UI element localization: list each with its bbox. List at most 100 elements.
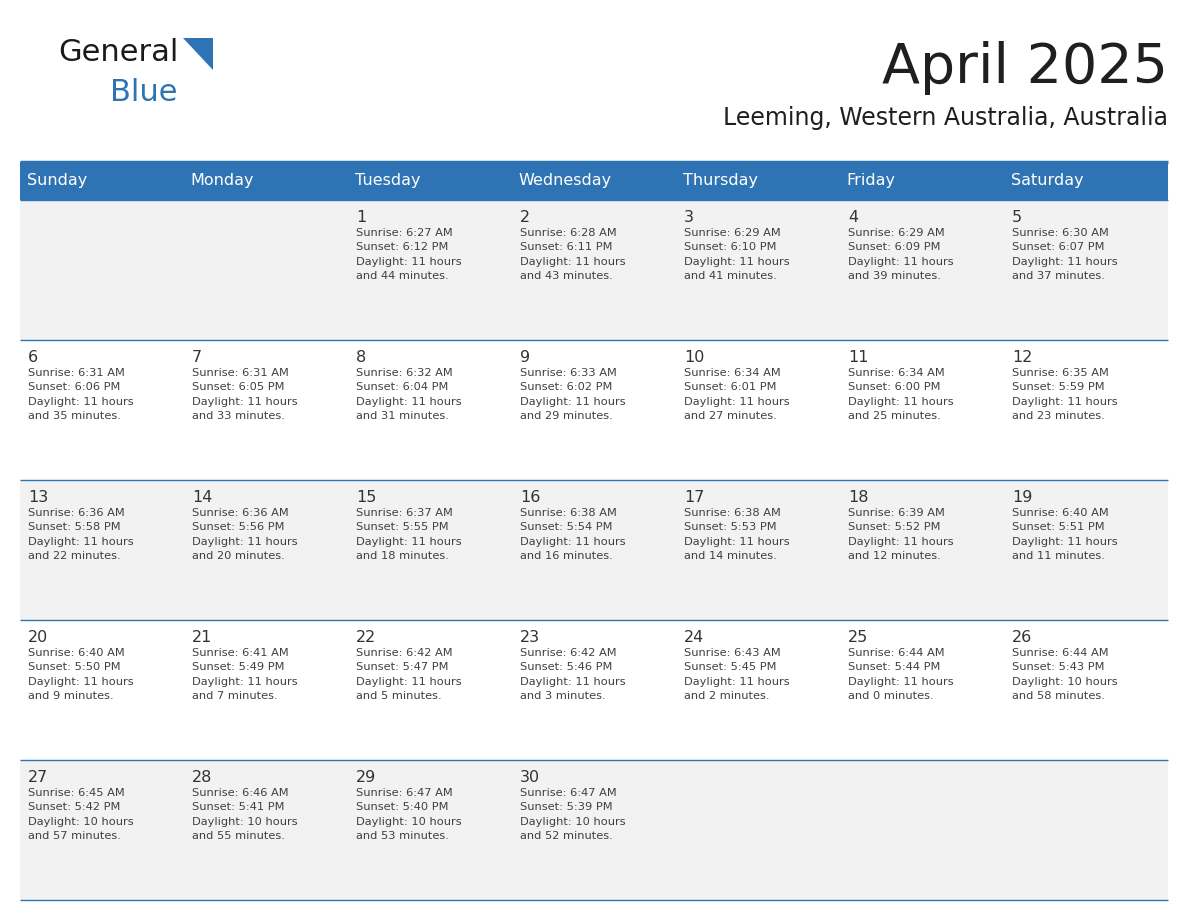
Text: 12: 12 [1012, 350, 1032, 365]
Text: 4: 4 [848, 210, 858, 225]
Text: 1: 1 [356, 210, 366, 225]
Text: 11: 11 [848, 350, 868, 365]
Text: Blue: Blue [110, 78, 177, 107]
Text: Sunrise: 6:34 AM
Sunset: 6:01 PM
Daylight: 11 hours
and 27 minutes.: Sunrise: 6:34 AM Sunset: 6:01 PM Dayligh… [684, 368, 790, 421]
Bar [184, 760, 348, 900]
Bar [20, 620, 184, 760]
Text: 10: 10 [684, 350, 704, 365]
Bar [348, 760, 512, 900]
Polygon shape [183, 38, 213, 70]
Text: Sunrise: 6:39 AM
Sunset: 5:52 PM
Daylight: 11 hours
and 12 minutes.: Sunrise: 6:39 AM Sunset: 5:52 PM Dayligh… [848, 508, 954, 561]
Text: Sunrise: 6:27 AM
Sunset: 6:12 PM
Daylight: 11 hours
and 44 minutes.: Sunrise: 6:27 AM Sunset: 6:12 PM Dayligh… [356, 228, 462, 281]
Bar [840, 200, 1004, 340]
Bar [512, 760, 676, 900]
Text: Sunrise: 6:28 AM
Sunset: 6:11 PM
Daylight: 11 hours
and 43 minutes.: Sunrise: 6:28 AM Sunset: 6:11 PM Dayligh… [520, 228, 626, 281]
Text: 19: 19 [1012, 490, 1032, 505]
Text: 20: 20 [29, 630, 49, 645]
Text: Sunrise: 6:46 AM
Sunset: 5:41 PM
Daylight: 10 hours
and 55 minutes.: Sunrise: 6:46 AM Sunset: 5:41 PM Dayligh… [192, 788, 298, 841]
Bar [512, 340, 676, 480]
Text: Leeming, Western Australia, Australia: Leeming, Western Australia, Australia [723, 106, 1168, 130]
Text: 8: 8 [356, 350, 366, 365]
Bar [676, 200, 840, 340]
Text: Wednesday: Wednesday [518, 174, 612, 188]
Bar [512, 200, 676, 340]
Text: 13: 13 [29, 490, 49, 505]
Bar [20, 162, 184, 200]
Bar [1004, 162, 1168, 200]
Text: Sunrise: 6:44 AM
Sunset: 5:44 PM
Daylight: 11 hours
and 0 minutes.: Sunrise: 6:44 AM Sunset: 5:44 PM Dayligh… [848, 648, 954, 701]
Text: Sunrise: 6:37 AM
Sunset: 5:55 PM
Daylight: 11 hours
and 18 minutes.: Sunrise: 6:37 AM Sunset: 5:55 PM Dayligh… [356, 508, 462, 561]
Text: Sunrise: 6:42 AM
Sunset: 5:46 PM
Daylight: 11 hours
and 3 minutes.: Sunrise: 6:42 AM Sunset: 5:46 PM Dayligh… [520, 648, 626, 701]
Text: 24: 24 [684, 630, 704, 645]
Bar [840, 340, 1004, 480]
Bar [184, 162, 348, 200]
Text: 18: 18 [848, 490, 868, 505]
Text: 15: 15 [356, 490, 377, 505]
Text: Sunrise: 6:43 AM
Sunset: 5:45 PM
Daylight: 11 hours
and 2 minutes.: Sunrise: 6:43 AM Sunset: 5:45 PM Dayligh… [684, 648, 790, 701]
Text: Sunrise: 6:38 AM
Sunset: 5:53 PM
Daylight: 11 hours
and 14 minutes.: Sunrise: 6:38 AM Sunset: 5:53 PM Dayligh… [684, 508, 790, 561]
Text: Sunrise: 6:42 AM
Sunset: 5:47 PM
Daylight: 11 hours
and 5 minutes.: Sunrise: 6:42 AM Sunset: 5:47 PM Dayligh… [356, 648, 462, 701]
Text: Sunrise: 6:29 AM
Sunset: 6:10 PM
Daylight: 11 hours
and 41 minutes.: Sunrise: 6:29 AM Sunset: 6:10 PM Dayligh… [684, 228, 790, 281]
Text: Sunrise: 6:47 AM
Sunset: 5:40 PM
Daylight: 10 hours
and 53 minutes.: Sunrise: 6:47 AM Sunset: 5:40 PM Dayligh… [356, 788, 462, 841]
Bar [676, 760, 840, 900]
Text: 6: 6 [29, 350, 38, 365]
Text: 27: 27 [29, 770, 49, 785]
Bar [512, 620, 676, 760]
Text: Sunrise: 6:44 AM
Sunset: 5:43 PM
Daylight: 10 hours
and 58 minutes.: Sunrise: 6:44 AM Sunset: 5:43 PM Dayligh… [1012, 648, 1118, 701]
Text: 30: 30 [520, 770, 541, 785]
Bar [1004, 200, 1168, 340]
Text: Sunday: Sunday [26, 174, 87, 188]
Text: Sunrise: 6:38 AM
Sunset: 5:54 PM
Daylight: 11 hours
and 16 minutes.: Sunrise: 6:38 AM Sunset: 5:54 PM Dayligh… [520, 508, 626, 561]
Bar [676, 340, 840, 480]
Text: 23: 23 [520, 630, 541, 645]
Text: Sunrise: 6:32 AM
Sunset: 6:04 PM
Daylight: 11 hours
and 31 minutes.: Sunrise: 6:32 AM Sunset: 6:04 PM Dayligh… [356, 368, 462, 421]
Bar [512, 480, 676, 620]
Text: 2: 2 [520, 210, 530, 225]
Text: 3: 3 [684, 210, 694, 225]
Bar [676, 620, 840, 760]
Bar [1004, 760, 1168, 900]
Bar [184, 480, 348, 620]
Text: 28: 28 [192, 770, 213, 785]
Text: April 2025: April 2025 [881, 41, 1168, 95]
Text: 5: 5 [1012, 210, 1022, 225]
Bar [348, 200, 512, 340]
Bar [840, 480, 1004, 620]
Text: General: General [58, 38, 178, 67]
Bar [348, 340, 512, 480]
Text: Sunrise: 6:34 AM
Sunset: 6:00 PM
Daylight: 11 hours
and 25 minutes.: Sunrise: 6:34 AM Sunset: 6:00 PM Dayligh… [848, 368, 954, 421]
Text: 22: 22 [356, 630, 377, 645]
Bar [676, 480, 840, 620]
Text: 29: 29 [356, 770, 377, 785]
Bar [348, 620, 512, 760]
Text: Sunrise: 6:35 AM
Sunset: 5:59 PM
Daylight: 11 hours
and 23 minutes.: Sunrise: 6:35 AM Sunset: 5:59 PM Dayligh… [1012, 368, 1118, 421]
Text: Saturday: Saturday [1011, 174, 1083, 188]
Bar [1004, 340, 1168, 480]
Text: Sunrise: 6:45 AM
Sunset: 5:42 PM
Daylight: 10 hours
and 57 minutes.: Sunrise: 6:45 AM Sunset: 5:42 PM Dayligh… [29, 788, 133, 841]
Text: Thursday: Thursday [683, 174, 758, 188]
Bar [348, 162, 512, 200]
Text: Sunrise: 6:33 AM
Sunset: 6:02 PM
Daylight: 11 hours
and 29 minutes.: Sunrise: 6:33 AM Sunset: 6:02 PM Dayligh… [520, 368, 626, 421]
Bar [20, 760, 184, 900]
Bar [184, 620, 348, 760]
Bar [184, 200, 348, 340]
Text: Sunrise: 6:36 AM
Sunset: 5:56 PM
Daylight: 11 hours
and 20 minutes.: Sunrise: 6:36 AM Sunset: 5:56 PM Dayligh… [192, 508, 298, 561]
Text: 17: 17 [684, 490, 704, 505]
Text: Tuesday: Tuesday [354, 174, 421, 188]
Text: 14: 14 [192, 490, 213, 505]
Bar [20, 200, 184, 340]
Bar [840, 162, 1004, 200]
Text: 7: 7 [192, 350, 202, 365]
Bar [20, 340, 184, 480]
Bar [840, 760, 1004, 900]
Text: Sunrise: 6:40 AM
Sunset: 5:50 PM
Daylight: 11 hours
and 9 minutes.: Sunrise: 6:40 AM Sunset: 5:50 PM Dayligh… [29, 648, 133, 701]
Bar [676, 162, 840, 200]
Text: 25: 25 [848, 630, 868, 645]
Text: Sunrise: 6:30 AM
Sunset: 6:07 PM
Daylight: 11 hours
and 37 minutes.: Sunrise: 6:30 AM Sunset: 6:07 PM Dayligh… [1012, 228, 1118, 281]
Text: 26: 26 [1012, 630, 1032, 645]
Bar [512, 162, 676, 200]
Bar [20, 480, 184, 620]
Text: Sunrise: 6:29 AM
Sunset: 6:09 PM
Daylight: 11 hours
and 39 minutes.: Sunrise: 6:29 AM Sunset: 6:09 PM Dayligh… [848, 228, 954, 281]
Text: Sunrise: 6:41 AM
Sunset: 5:49 PM
Daylight: 11 hours
and 7 minutes.: Sunrise: 6:41 AM Sunset: 5:49 PM Dayligh… [192, 648, 298, 701]
Bar [1004, 620, 1168, 760]
